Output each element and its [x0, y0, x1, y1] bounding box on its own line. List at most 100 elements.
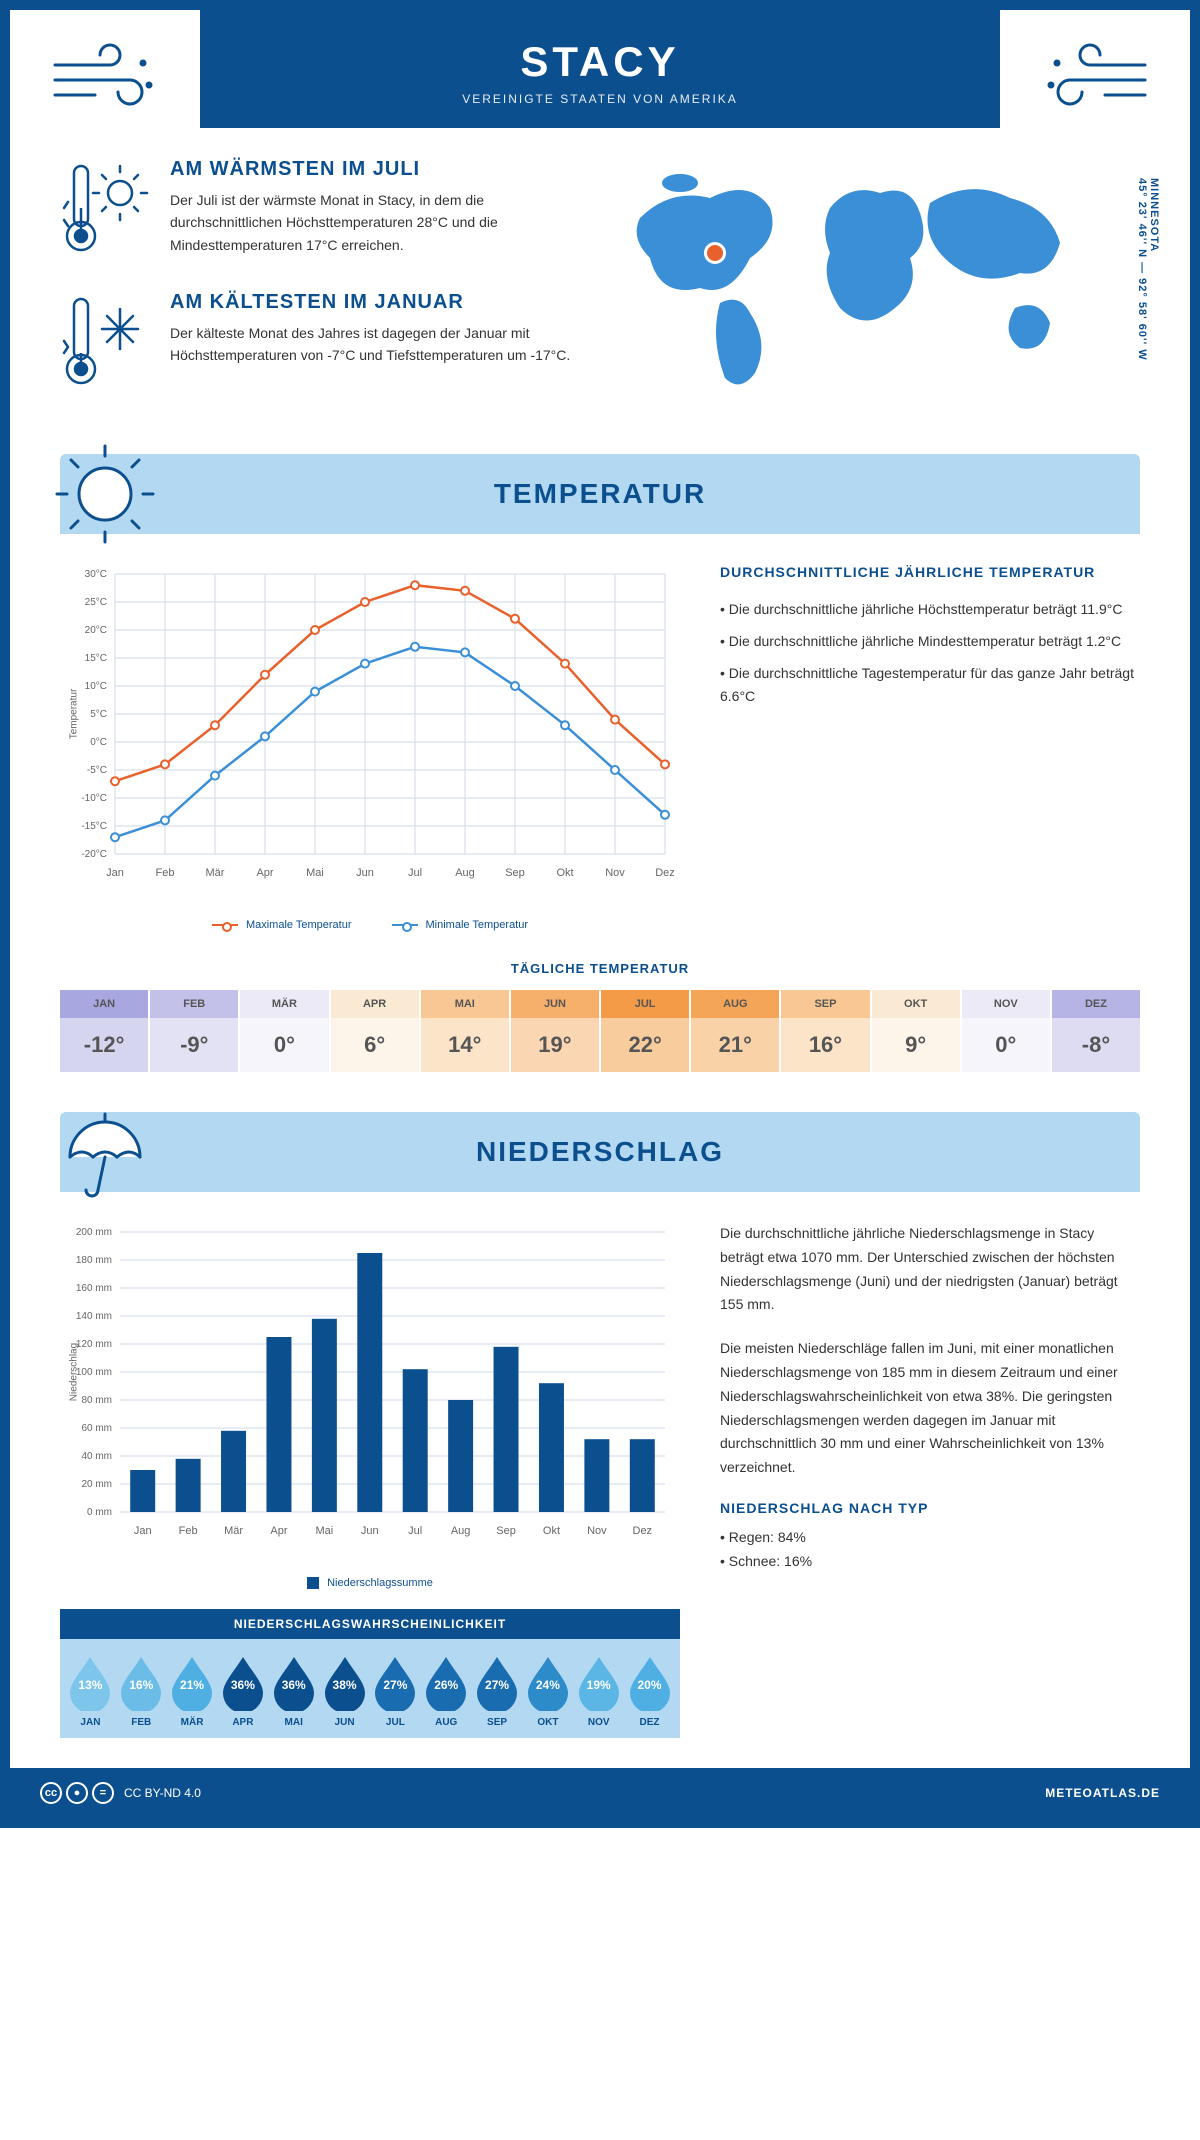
fact-coldest-text: AM KÄLTESTEN IM JANUAR Der kälteste Mona… [170, 291, 580, 396]
svg-text:Jul: Jul [408, 1525, 422, 1537]
license-label: CC BY-ND 4.0 [124, 1786, 201, 1800]
month-cell: MÄR 0° [240, 990, 328, 1072]
probability-drop: 38% JUN [320, 1653, 369, 1728]
month-cell: DEZ -8° [1052, 990, 1140, 1072]
section-header-precip: NIEDERSCHLAG [60, 1112, 1140, 1192]
svg-text:140 mm: 140 mm [76, 1311, 112, 1322]
svg-text:Sep: Sep [496, 1525, 516, 1537]
precip-body: 0 mm20 mm40 mm60 mm80 mm100 mm120 mm140 … [60, 1222, 1140, 1738]
content: AM WÄRMSTEN IM JULI Der Juli ist der wär… [10, 128, 1190, 1738]
svg-text:30°C: 30°C [85, 569, 107, 580]
month-cell: JAN -12° [60, 990, 148, 1072]
month-cell: APR 6° [331, 990, 419, 1072]
month-cell: FEB -9° [150, 990, 238, 1072]
svg-text:-10°C: -10°C [81, 793, 107, 804]
probability-drop: 16% FEB [117, 1653, 166, 1728]
fact-warmest-body: Der Juli ist der wärmste Monat in Stacy,… [170, 189, 580, 256]
svg-text:Dez: Dez [655, 867, 675, 879]
svg-text:120 mm: 120 mm [76, 1339, 112, 1350]
precipitation-bar-chart: 0 mm20 mm40 mm60 mm80 mm100 mm120 mm140 … [60, 1222, 680, 1562]
svg-text:25°C: 25°C [85, 597, 107, 608]
precip-rain-pct: • Regen: 84% [720, 1526, 1140, 1550]
month-cell: NOV 0° [962, 990, 1050, 1072]
temperature-line-chart: -20°C-15°C-10°C-5°C0°C5°C10°C15°C20°C25°… [60, 564, 680, 904]
temp-avg-heading: DURCHSCHNITTLICHE JÄHRLICHE TEMPERATUR [720, 564, 1140, 580]
temp-body: -20°C-15°C-10°C-5°C0°C5°C10°C15°C20°C25°… [60, 564, 1140, 931]
probability-drop: 24% OKT [523, 1653, 572, 1728]
svg-text:Aug: Aug [455, 867, 475, 879]
wind-icon [1000, 10, 1190, 140]
svg-text:Jan: Jan [106, 867, 124, 879]
probability-drop: 36% MAI [269, 1653, 318, 1728]
svg-text:Mai: Mai [306, 867, 324, 879]
temp-chart-column: -20°C-15°C-10°C-5°C0°C5°C10°C15°C20°C25°… [60, 564, 680, 931]
svg-text:0 mm: 0 mm [87, 1507, 112, 1518]
fact-warmest: AM WÄRMSTEN IM JULI Der Juli ist der wär… [60, 158, 580, 263]
coordinates: MINNESOTA 45° 23' 46'' N — 92° 58' 60'' … [1136, 178, 1160, 361]
precip-by-type-heading: NIEDERSCHLAG NACH TYP [720, 1500, 1140, 1516]
svg-text:Feb: Feb [156, 867, 175, 879]
svg-text:0°C: 0°C [90, 737, 107, 748]
probability-row: 13% JAN 16% FEB 21% MÄR 36% APR [60, 1639, 680, 1738]
facts-column: AM WÄRMSTEN IM JULI Der Juli ist der wär… [60, 158, 580, 424]
precip-para-1: Die durchschnittliche jährliche Niedersc… [720, 1222, 1140, 1317]
svg-text:200 mm: 200 mm [76, 1227, 112, 1238]
legend-max: Maximale Temperatur [212, 919, 352, 931]
svg-text:Temperatur: Temperatur [69, 688, 80, 739]
section-header-temp: TEMPERATUR [60, 454, 1140, 534]
svg-text:Mai: Mai [316, 1525, 334, 1537]
svg-text:Apr: Apr [270, 1525, 287, 1537]
probability-box: NIEDERSCHLAGSWAHRSCHEINLICHKEIT 13% JAN … [60, 1609, 680, 1738]
sun-icon [50, 444, 160, 544]
legend-precip-sum: Niederschlagssumme [307, 1577, 433, 1589]
svg-text:Okt: Okt [543, 1525, 560, 1537]
svg-text:20°C: 20°C [85, 625, 107, 636]
svg-text:Jun: Jun [361, 1525, 379, 1537]
month-cell: JUL 22° [601, 990, 689, 1072]
svg-text:40 mm: 40 mm [81, 1451, 112, 1462]
svg-text:Nov: Nov [605, 867, 625, 879]
latlong: 45° 23' 46'' N — 92° 58' 60'' W [1136, 178, 1148, 361]
svg-text:180 mm: 180 mm [76, 1255, 112, 1266]
svg-text:Nov: Nov [587, 1525, 607, 1537]
precip-legend: Niederschlagssumme [60, 1577, 680, 1589]
probability-drop: 27% JUL [371, 1653, 420, 1728]
svg-text:60 mm: 60 mm [81, 1423, 112, 1434]
cc-icon: cc [40, 1782, 62, 1804]
header: STACY VEREINIGTE STAATEN VON AMERIKA [10, 10, 1190, 128]
probability-drop: 36% APR [218, 1653, 267, 1728]
month-cell: OKT 9° [872, 990, 960, 1072]
fact-warmest-title: AM WÄRMSTEN IM JULI [170, 158, 580, 181]
svg-text:80 mm: 80 mm [81, 1395, 112, 1406]
probability-drop: 19% NOV [574, 1653, 623, 1728]
probability-drop: 20% DEZ [625, 1653, 674, 1728]
fact-coldest-title: AM KÄLTESTEN IM JANUAR [170, 291, 580, 314]
precip-section-title: NIEDERSCHLAG [60, 1136, 1140, 1168]
probability-drop: 26% AUG [422, 1653, 471, 1728]
svg-text:Jul: Jul [408, 867, 422, 879]
svg-text:Sep: Sep [505, 867, 525, 879]
intro-row: AM WÄRMSTEN IM JULI Der Juli ist der wär… [60, 158, 1140, 424]
precip-para-2: Die meisten Niederschläge fallen im Juni… [720, 1337, 1140, 1480]
temp-text-column: DURCHSCHNITTLICHE JÄHRLICHE TEMPERATUR D… [720, 564, 1140, 931]
svg-text:160 mm: 160 mm [76, 1283, 112, 1294]
svg-text:Dez: Dez [633, 1525, 653, 1537]
svg-text:Mär: Mär [206, 867, 225, 879]
probability-title: NIEDERSCHLAGSWAHRSCHEINLICHKEIT [60, 1609, 680, 1639]
probability-drop: 27% SEP [473, 1653, 522, 1728]
umbrella-icon [50, 1102, 160, 1202]
precip-chart-column: 0 mm20 mm40 mm60 mm80 mm100 mm120 mm140 … [60, 1222, 680, 1738]
svg-text:Jan: Jan [134, 1525, 152, 1537]
svg-text:Aug: Aug [451, 1525, 471, 1537]
svg-text:Okt: Okt [556, 867, 573, 879]
month-cell: SEP 16° [781, 990, 869, 1072]
svg-text:5°C: 5°C [90, 709, 107, 720]
license: cc ● = CC BY-ND 4.0 [40, 1782, 201, 1804]
fact-warmest-text: AM WÄRMSTEN IM JULI Der Juli ist der wär… [170, 158, 580, 263]
thermometer-sun-icon [60, 158, 150, 263]
temp-section-title: TEMPERATUR [60, 478, 1140, 510]
fact-coldest-body: Der kälteste Monat des Jahres ist dagege… [170, 322, 580, 367]
location-country: VEREINIGTE STAATEN VON AMERIKA [10, 92, 1190, 106]
cc-icons: cc ● = [40, 1782, 114, 1804]
legend-min: Minimale Temperatur [392, 919, 529, 931]
